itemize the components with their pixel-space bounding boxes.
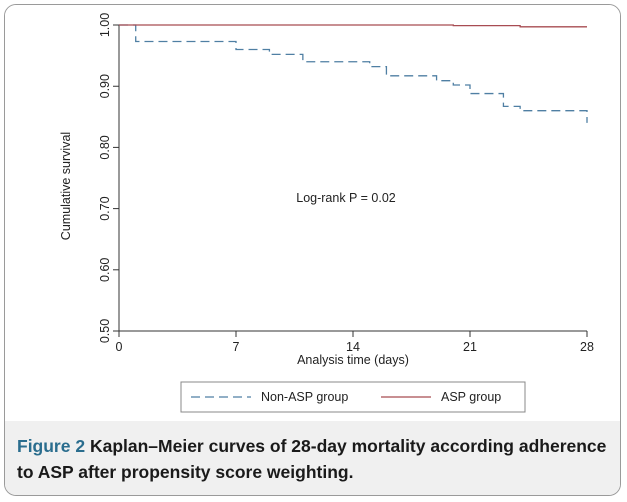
x-axis: 0 7 14 21 28 <box>116 330 594 354</box>
plot-area <box>119 25 587 331</box>
series-layer <box>119 24 588 123</box>
series-line-non-asp <box>119 24 588 123</box>
x-axis-label: Analysis time (days) <box>297 353 409 367</box>
figure-caption-label: Figure 2 <box>17 436 86 456</box>
y-axis-label: Cumulative survival <box>59 132 73 240</box>
figure-caption-text: Kaplan–Meier curves of 28-day mortality … <box>17 436 607 482</box>
y-tick-label: 1.00 <box>98 13 112 37</box>
legend-label-asp: ASP group <box>441 390 501 404</box>
figure-caption: Figure 2 Kaplan–Meier curves of 28-day m… <box>17 433 607 485</box>
kaplan-meier-chart: 0 7 14 21 28 0.50 0.60 0.70 0.80 0.90 1.00 Cumula… <box>59 13 594 413</box>
legend: Non-ASP group ASP group <box>180 381 526 413</box>
chart-panel: 0 7 14 21 28 0.50 0.60 0.70 0.80 0.90 1.00 Cumula… <box>5 5 620 421</box>
x-tick-label: 28 <box>580 340 594 354</box>
x-tick-label: 7 <box>233 340 240 354</box>
y-tick-label: 0.70 <box>98 196 112 220</box>
log-rank-annotation: Log-rank P = 0.02 <box>296 191 396 205</box>
x-tick-label: 0 <box>116 340 123 354</box>
legend-label-non-asp: Non-ASP group <box>261 390 348 404</box>
x-tick-label: 21 <box>463 340 477 354</box>
y-tick-label: 0.80 <box>98 135 112 159</box>
y-tick-label: 0.90 <box>98 74 112 98</box>
y-tick-label: 0.50 <box>98 319 112 343</box>
figure-frame: 0 7 14 21 28 0.50 0.60 0.70 0.80 0.90 1.00 Cumula… <box>4 4 621 496</box>
caption-area: Figure 2 Kaplan–Meier curves of 28-day m… <box>5 421 620 495</box>
y-axis: 0.50 0.60 0.70 0.80 0.90 1.00 <box>98 13 120 343</box>
y-tick-label: 0.60 <box>98 258 112 282</box>
x-tick-label: 14 <box>346 340 360 354</box>
series-line-asp <box>119 24 587 28</box>
